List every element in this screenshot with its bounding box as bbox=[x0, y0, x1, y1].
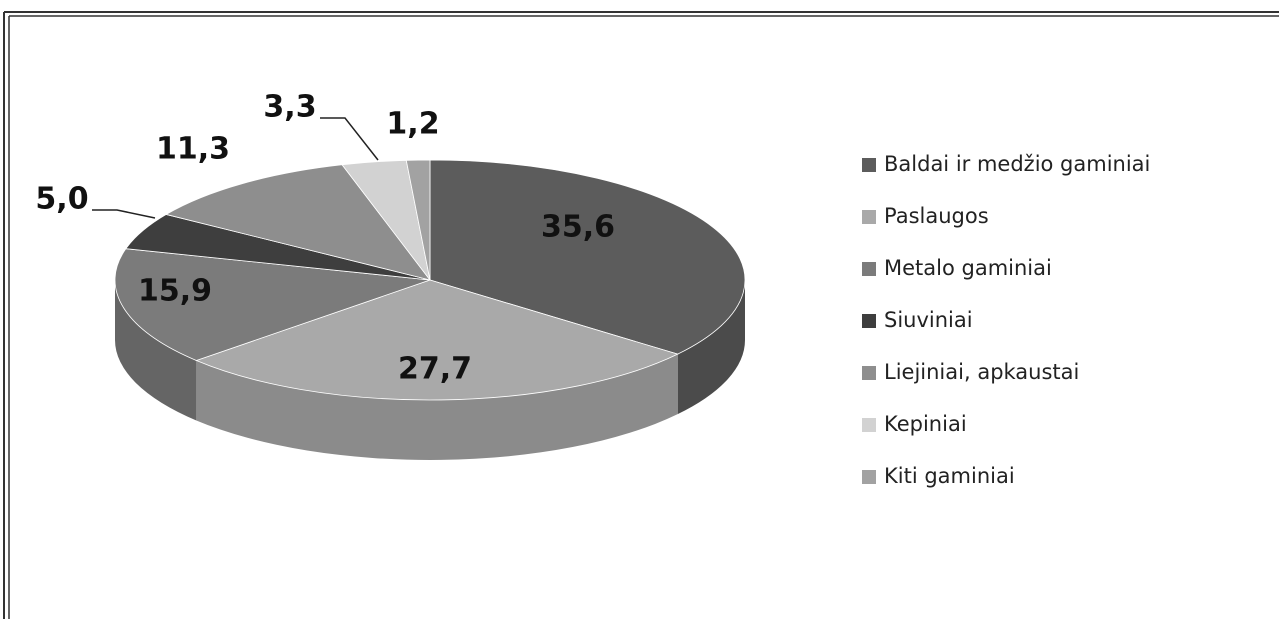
legend-label: Metalo gaminiai bbox=[884, 256, 1052, 280]
data-label: 11,3 bbox=[156, 132, 230, 167]
legend-label: Siuviniai bbox=[884, 308, 973, 332]
data-label: 27,7 bbox=[398, 352, 472, 387]
legend-label: Kepiniai bbox=[884, 412, 967, 436]
legend-swatch bbox=[862, 418, 876, 432]
data-label: 5,0 bbox=[35, 182, 88, 217]
data-label: 35,6 bbox=[541, 210, 615, 245]
pie-slice-side bbox=[677, 280, 745, 415]
leader-line bbox=[320, 117, 379, 161]
pie-slice-side bbox=[196, 354, 678, 460]
pie-slice bbox=[405, 159, 431, 281]
legend-swatch bbox=[862, 366, 876, 380]
pie-slice bbox=[429, 159, 746, 355]
pie-slice bbox=[114, 248, 431, 361]
legend-label: Baldai ir medžio gaminiai bbox=[884, 152, 1150, 176]
legend-swatch bbox=[862, 210, 876, 224]
legend-label: Paslaugos bbox=[884, 204, 989, 228]
legend-swatch bbox=[862, 158, 876, 172]
pie-slice-side bbox=[115, 280, 197, 421]
legend-swatch bbox=[862, 470, 876, 484]
data-label: 15,9 bbox=[138, 274, 212, 309]
pie-slice bbox=[195, 279, 679, 401]
legend-label: Kiti gaminiai bbox=[884, 464, 1015, 488]
leader-line bbox=[92, 209, 156, 219]
legend-swatch bbox=[862, 262, 876, 276]
legend-label: Liejiniai, apkaustai bbox=[884, 360, 1079, 384]
legend-swatch bbox=[862, 314, 876, 328]
data-label: 3,3 bbox=[263, 90, 316, 125]
data-label: 1,2 bbox=[386, 107, 439, 142]
